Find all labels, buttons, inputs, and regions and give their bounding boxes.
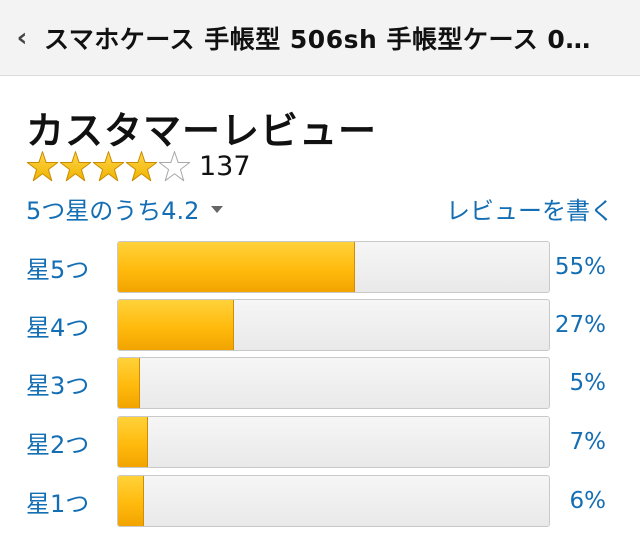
histogram-percent[interactable]: 5% <box>569 370 607 396</box>
histogram-bar[interactable] <box>117 416 550 468</box>
summary-row: 5つ星のうち4.2 レビューを書く <box>26 190 614 226</box>
histogram-row[interactable]: 星4つ 27% <box>0 298 640 352</box>
caret-down-icon <box>211 205 224 213</box>
histogram-bar-fill <box>118 476 144 526</box>
rating-summary-dropdown[interactable]: 5つ星のうち4.2 <box>26 191 224 226</box>
histogram-label[interactable]: 星3つ <box>26 371 90 400</box>
write-review-link[interactable]: レビューを書く <box>446 196 614 225</box>
histogram-bar-fill <box>118 358 140 408</box>
histogram-label[interactable]: 星2つ <box>26 430 90 459</box>
histogram-bar-fill <box>118 417 149 467</box>
top-bar: ‹ スマホケース 手帳型 506sh 手帳型ケース 0… <box>0 0 640 76</box>
rating-stars-row[interactable]: 137 <box>26 148 251 184</box>
histogram-row[interactable]: 星2つ 7% <box>0 415 640 469</box>
star-filled-icon <box>26 150 59 181</box>
histogram-percent[interactable]: 6% <box>569 488 607 514</box>
histogram-label[interactable]: 星5つ <box>26 255 90 284</box>
histogram-percent[interactable]: 55% <box>554 254 606 280</box>
rating-summary-text: 5つ星のうち4.2 <box>26 196 200 225</box>
histogram-bar[interactable] <box>117 475 550 527</box>
product-title[interactable]: スマホケース 手帳型 506sh 手帳型ケース 0… <box>44 24 591 54</box>
histogram-percent[interactable]: 27% <box>554 312 606 338</box>
histogram-label[interactable]: 星1つ <box>26 489 90 518</box>
star-filled-icon <box>59 150 92 181</box>
histogram-row[interactable]: 星3つ 5% <box>0 356 640 410</box>
star-filled-icon <box>125 150 158 181</box>
histogram-bar[interactable] <box>117 241 550 293</box>
histogram-row[interactable]: 星1つ 6% <box>0 474 640 528</box>
histogram-row[interactable]: 星5つ 55% <box>0 240 640 294</box>
histogram-bar[interactable] <box>117 299 550 351</box>
histogram-percent[interactable]: 7% <box>569 429 607 455</box>
chevron-left-icon[interactable]: ‹ <box>16 22 28 53</box>
histogram-bar[interactable] <box>117 357 550 409</box>
reviews-heading: カスタマーレビュー <box>26 109 378 153</box>
star-rating <box>26 150 191 183</box>
star-filled-icon <box>92 150 125 181</box>
histogram-bar-fill <box>118 300 235 350</box>
histogram-bar-fill <box>118 242 356 292</box>
review-count: 137 <box>199 150 251 182</box>
histogram-label[interactable]: 星4つ <box>26 313 90 342</box>
star-empty-icon <box>158 150 191 181</box>
